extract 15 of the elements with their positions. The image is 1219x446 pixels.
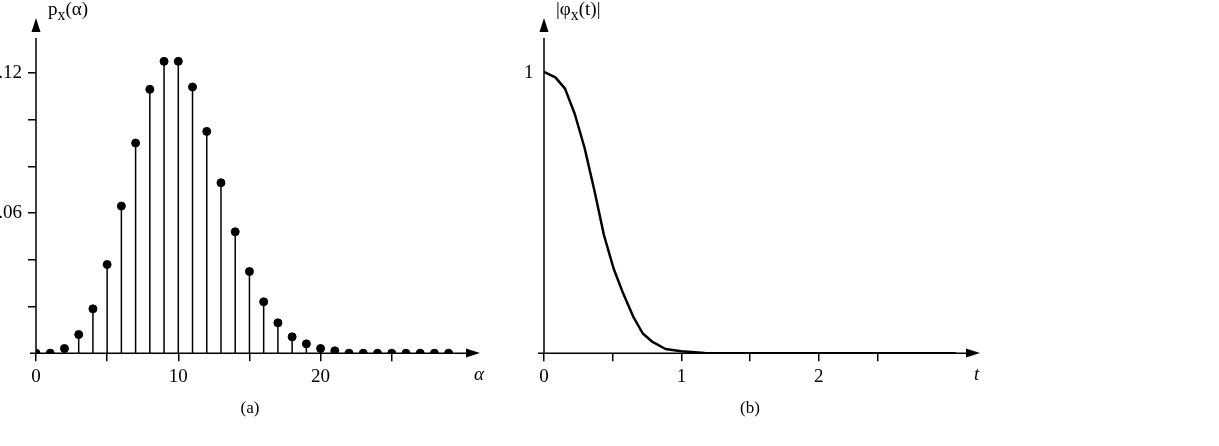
y-axis-title: |φ$_{x}$(t)| bbox=[556, 0, 601, 24]
x-tick-label: 0 bbox=[539, 364, 549, 386]
x-axis-title: t bbox=[974, 363, 980, 386]
y-axis-title: p$_{x}$(α) bbox=[48, 0, 89, 24]
x-axis-title: α bbox=[474, 363, 484, 386]
y-tick-label: .06 bbox=[0, 201, 22, 223]
x-tick-label: 10 bbox=[168, 364, 188, 386]
x-tick-label: 1 bbox=[676, 364, 687, 386]
x-tick-label: 2 bbox=[814, 364, 824, 386]
annotation: 1 bbox=[524, 60, 534, 83]
x-tick-label: 0 bbox=[31, 364, 41, 386]
text: (b) bbox=[739, 398, 761, 418]
x-tick-label: 20 bbox=[311, 364, 331, 386]
y-tick-label: .12 bbox=[0, 61, 22, 83]
text: (a) bbox=[239, 398, 261, 418]
